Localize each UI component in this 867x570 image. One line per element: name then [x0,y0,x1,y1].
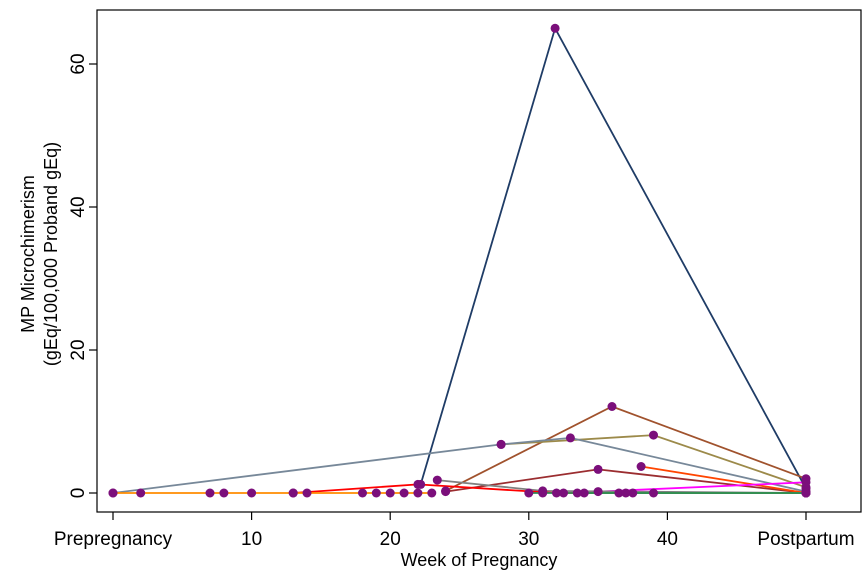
data-point [247,488,257,498]
series-line-3 [112,436,807,494]
data-point [524,488,534,498]
y-axis-label-line2: (gEq/100,000 Proband gEq) [41,142,61,366]
data-point [371,488,381,498]
data-point [441,487,451,497]
series-line-1 [445,405,807,492]
y-axis-label-line1: MP Microchimerism [18,175,38,333]
data-point [649,430,658,440]
data-point [593,464,603,474]
series-line-5 [640,465,807,494]
data-point [413,488,423,498]
data-point [550,23,560,33]
data-point [205,488,215,498]
y-tick-label: 20 [68,339,89,360]
x-tick-label: Prepregnancy [54,529,173,550]
series-line-0 [419,25,807,490]
data-point [496,439,506,449]
y-tick-label: 40 [68,196,89,217]
data-point [413,479,423,489]
data-point [358,488,367,498]
data-point [579,488,589,498]
y-tick-label: 0 [68,488,89,499]
data-point [552,488,561,498]
x-tick-label: Postpartum [757,529,854,550]
data-point [628,488,638,498]
x-tick-label: 40 [657,529,678,550]
x-tick-label: 20 [380,529,401,550]
data-point [649,488,658,498]
data-point [385,488,395,498]
data-point [108,488,118,498]
data-point [432,475,442,485]
data-point [136,488,146,498]
plot-frame [96,9,862,513]
data-point [399,488,409,498]
x-tick-label: 30 [518,529,539,550]
y-tick-label: 60 [68,53,89,74]
data-point [593,487,603,497]
data-point [565,433,575,443]
data-point [621,488,631,498]
data-point [801,488,811,498]
x-axis-label: Week of Pregnancy [401,550,558,570]
data-point [302,488,312,498]
data-point [614,488,624,498]
data-point [572,488,582,498]
data-point [427,488,437,498]
data-point [219,488,229,498]
data-point [636,462,646,471]
x-tick-label: 10 [241,529,262,550]
data-point [801,477,811,487]
data-point [607,402,617,411]
data-point [538,488,548,498]
data-point [559,488,568,498]
data-point [288,488,298,498]
